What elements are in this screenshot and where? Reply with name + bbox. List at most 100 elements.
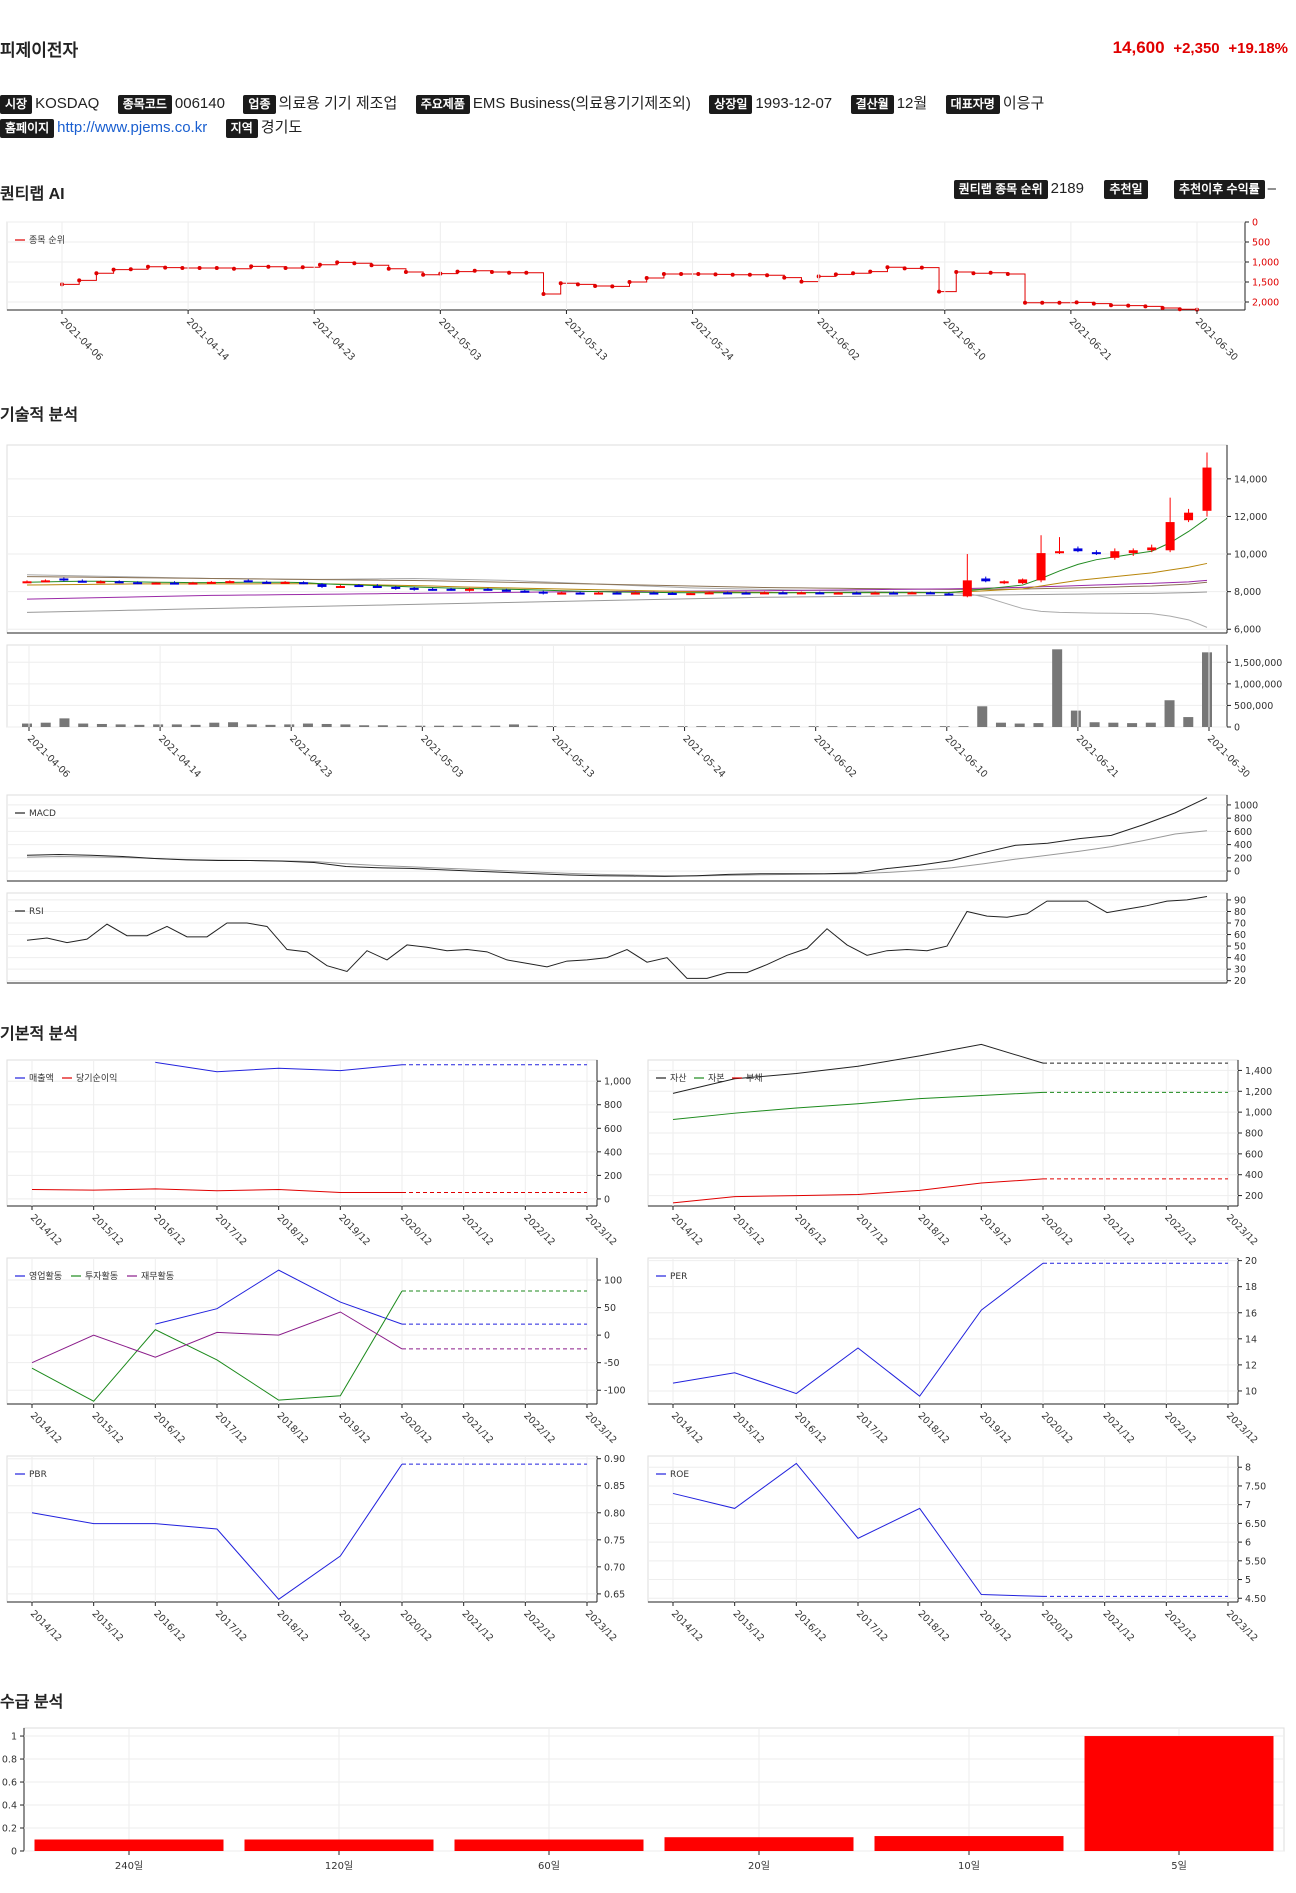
rank-point xyxy=(489,270,494,274)
balance-series-line xyxy=(672,1178,1044,1204)
candle-body xyxy=(170,582,179,585)
pbr-chart-x-tick-label: 2019/12 xyxy=(336,1608,372,1644)
balance-chart-y-tick-label: 1,200 xyxy=(1245,1087,1272,1098)
rank-point xyxy=(593,284,598,288)
cashflow-chart-x-tick-label: 2015/12 xyxy=(90,1410,126,1446)
roe-chart-y-tick-label: 6.50 xyxy=(1245,1519,1266,1530)
rank-chart-x-tick-label: 2021-04-23 xyxy=(310,316,357,363)
rank-chart-y-tick-label: 1,500 xyxy=(1252,278,1279,289)
cashflow-chart-x-tick-label: 2018/12 xyxy=(275,1410,311,1446)
volume-chart-y-tick-label: 1,500,000 xyxy=(1234,658,1282,669)
balance-chart-y-tick-label: 800 xyxy=(1245,1129,1263,1140)
cashflow-series-line xyxy=(31,1311,403,1364)
volume-bar xyxy=(377,725,388,727)
volume-bar xyxy=(1183,717,1194,727)
homepage-link[interactable]: http://www.pjems.co.kr xyxy=(57,119,208,136)
candle-body xyxy=(483,588,493,591)
volume-chart-x-tick-label: 2021-06-21 xyxy=(1074,733,1121,780)
balance-chart-x-tick-label: 2022/12 xyxy=(1162,1212,1198,1248)
per-chart-x-tick-label: 2014/12 xyxy=(669,1410,705,1446)
candle-body xyxy=(446,588,456,591)
volume-chart-y-tick-label: 1,000,000 xyxy=(1234,679,1282,690)
rank-point xyxy=(765,273,770,278)
macd-signal-line xyxy=(26,830,1208,877)
volume-bar xyxy=(621,726,632,727)
volume-bar xyxy=(284,724,295,727)
macd-chart-y-tick-label: 800 xyxy=(1234,814,1252,825)
rank-point xyxy=(386,266,391,271)
volume-bar xyxy=(640,726,651,727)
volume-bar xyxy=(246,724,257,727)
volume-bar xyxy=(902,726,913,727)
rank-point xyxy=(231,266,236,271)
rank-point xyxy=(851,271,856,276)
volume-chart-x-tick-label: 2021-06-10 xyxy=(943,733,990,780)
volume-bar xyxy=(733,726,744,727)
volume-bar xyxy=(96,723,107,727)
candle-body xyxy=(1202,467,1212,511)
info-value-industry: 의료용 기기 제조업 xyxy=(278,95,398,112)
candle-body xyxy=(833,592,843,595)
volume-bar xyxy=(134,724,145,727)
balance-chart-x-tick-label: 2015/12 xyxy=(731,1212,767,1248)
roe-chart-x-tick-label: 2022/12 xyxy=(1162,1608,1198,1644)
volume-bar xyxy=(565,726,576,727)
cashflow-chart-x-tick-label: 2016/12 xyxy=(151,1410,187,1446)
candle-body xyxy=(243,580,253,583)
volume-bar xyxy=(321,723,332,727)
pbr-chart-x-tick-label: 2017/12 xyxy=(213,1608,249,1644)
macd-chart-frame xyxy=(6,794,1228,882)
supply-bar xyxy=(34,1839,224,1851)
info-label-market: 시장 xyxy=(0,95,33,114)
candle-body xyxy=(649,592,659,595)
volume-bar xyxy=(190,724,201,727)
volume-bar xyxy=(696,726,707,727)
volume-chart-x-tick-label: 2021-06-30 xyxy=(1205,733,1252,780)
cashflow-chart-x-tick-label: 2023/12 xyxy=(583,1410,619,1446)
volume-bar xyxy=(1033,723,1044,727)
candle-body xyxy=(723,592,733,595)
per-chart-y-tick-label: 20 xyxy=(1245,1256,1257,1267)
candle-body xyxy=(96,581,106,584)
rank-point xyxy=(919,265,924,270)
volume-bar xyxy=(115,724,126,727)
candle-body xyxy=(262,581,272,584)
cashflow-chart-y-tick-label: 0 xyxy=(604,1331,610,1342)
rank-point xyxy=(369,263,374,268)
cashflow-chart-legend-label: 투자활동 xyxy=(85,1270,118,1282)
stock-info-row: 시장 KOSDAQ 종목코드 006140 업종 의료용 기기 제조업 주요제품 EMS… xyxy=(0,92,1290,114)
sales-chart-y-tick-label: 1,000 xyxy=(604,1077,631,1088)
rank-chart-x-tick-label: 2021-04-14 xyxy=(184,316,231,363)
price-change: +2,350 xyxy=(1173,40,1220,57)
candle-body xyxy=(428,588,438,591)
volume-bar xyxy=(1052,649,1063,727)
candle-body xyxy=(889,592,899,595)
rank-point xyxy=(541,292,546,296)
balance-series-line xyxy=(672,1043,1044,1094)
rank-point xyxy=(713,272,718,277)
candle-body xyxy=(299,582,309,585)
candle-body xyxy=(354,585,364,588)
rank-point xyxy=(1023,300,1028,305)
rank-point xyxy=(1143,304,1148,309)
rank-point xyxy=(1057,300,1062,305)
info-label-industry: 업종 xyxy=(243,95,276,114)
per-chart-x-tick-label: 2021/12 xyxy=(1101,1410,1137,1446)
volume-chart-y-tick-label: 0 xyxy=(1234,723,1240,734)
rank-point xyxy=(575,282,580,287)
sales-series-line xyxy=(31,1188,402,1193)
per-chart-y-tick-label: 16 xyxy=(1245,1308,1257,1319)
pbr-chart-y-tick-label: 0.75 xyxy=(604,1535,625,1546)
pbr-chart-x-tick-label: 2016/12 xyxy=(151,1608,187,1644)
volume-bar xyxy=(1164,700,1175,727)
volume-bar xyxy=(209,722,220,727)
volume-bar xyxy=(171,724,182,727)
cashflow-chart-x-tick-label: 2022/12 xyxy=(521,1410,557,1446)
pbr-chart-y-tick-label: 0.80 xyxy=(604,1508,625,1519)
info-label-ceo: 대표자명 xyxy=(945,95,1000,114)
supply-chart-y-tick-label: 0 xyxy=(11,1847,17,1858)
info-label-region: 지역 xyxy=(225,119,258,138)
price-chart-y-tick-label: 6,000 xyxy=(1234,625,1261,636)
roe-series-line xyxy=(672,1462,1044,1597)
sales-chart-x-tick-label: 2019/12 xyxy=(336,1212,372,1248)
